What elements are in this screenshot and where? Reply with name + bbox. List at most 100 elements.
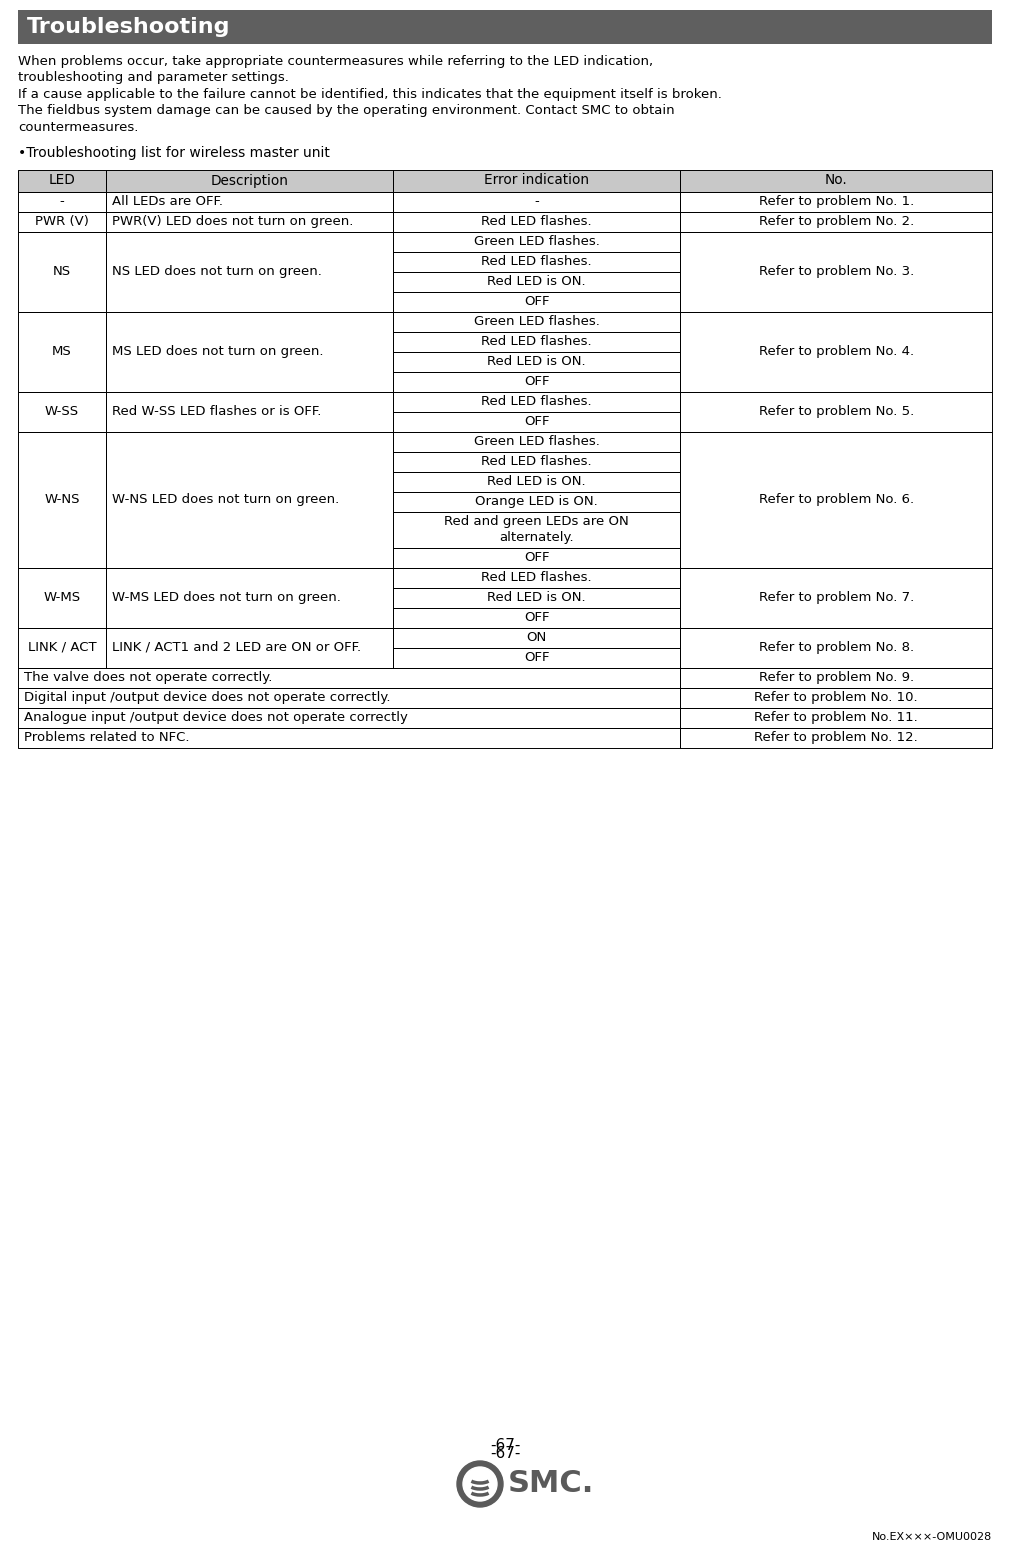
- Bar: [393, 292, 681, 311]
- Text: LINK / ACT1 and 2 LED are ON or OFF.: LINK / ACT1 and 2 LED are ON or OFF.: [112, 640, 361, 654]
- Text: Refer to problem No. 11.: Refer to problem No. 11.: [754, 712, 918, 724]
- Bar: [106, 211, 393, 232]
- Text: W-NS: W-NS: [44, 493, 80, 507]
- Bar: [393, 648, 681, 668]
- Bar: [18, 707, 681, 727]
- Bar: [681, 707, 992, 727]
- Bar: [18, 727, 681, 747]
- Bar: [393, 547, 681, 567]
- Text: PWR (V): PWR (V): [35, 214, 89, 228]
- Text: OFF: OFF: [524, 295, 549, 308]
- Bar: [393, 351, 681, 371]
- Bar: [393, 648, 681, 668]
- Bar: [106, 432, 393, 567]
- Bar: [18, 432, 106, 567]
- Bar: [106, 311, 393, 392]
- Text: PWR(V) LED does not turn on green.: PWR(V) LED does not turn on green.: [112, 214, 354, 228]
- Text: If a cause applicable to the failure cannot be identified, this indicates that t: If a cause applicable to the failure can…: [18, 87, 722, 101]
- Bar: [18, 392, 106, 432]
- Text: OFF: OFF: [524, 375, 549, 388]
- Text: OFF: OFF: [524, 651, 549, 664]
- Text: Red LED is ON.: Red LED is ON.: [488, 476, 586, 488]
- Bar: [393, 211, 681, 232]
- Bar: [106, 567, 393, 628]
- Bar: [393, 191, 681, 211]
- Bar: [106, 191, 393, 211]
- Bar: [393, 351, 681, 371]
- Text: NS LED does not turn on green.: NS LED does not turn on green.: [112, 266, 321, 278]
- Bar: [393, 169, 681, 191]
- Bar: [106, 567, 393, 628]
- Bar: [681, 687, 992, 707]
- Text: Refer to problem No. 2.: Refer to problem No. 2.: [759, 214, 914, 228]
- Bar: [681, 727, 992, 747]
- Text: Red LED flashes.: Red LED flashes.: [482, 570, 592, 584]
- Bar: [393, 608, 681, 628]
- Text: Red LED is ON.: Red LED is ON.: [488, 591, 586, 605]
- Text: LED: LED: [48, 174, 75, 188]
- Text: NS: NS: [53, 266, 71, 278]
- Bar: [393, 567, 681, 587]
- Text: Red LED flashes.: Red LED flashes.: [482, 255, 592, 267]
- Bar: [681, 668, 992, 687]
- Bar: [18, 687, 681, 707]
- Bar: [681, 232, 992, 311]
- Text: Refer to problem No. 12.: Refer to problem No. 12.: [754, 730, 918, 744]
- Bar: [681, 311, 992, 392]
- Bar: [393, 211, 681, 232]
- Text: •Troubleshooting list for wireless master unit: •Troubleshooting list for wireless maste…: [18, 146, 330, 160]
- Bar: [393, 452, 681, 471]
- Text: W-SS: W-SS: [44, 406, 79, 418]
- Bar: [18, 211, 106, 232]
- Text: -67-: -67-: [490, 1439, 520, 1453]
- Text: All LEDs are OFF.: All LEDs are OFF.: [112, 194, 222, 208]
- Text: The valve does not operate correctly.: The valve does not operate correctly.: [24, 671, 273, 684]
- Text: LINK / ACT: LINK / ACT: [27, 640, 96, 654]
- Text: Problems related to NFC.: Problems related to NFC.: [24, 730, 190, 744]
- Bar: [393, 587, 681, 608]
- Bar: [681, 727, 992, 747]
- Bar: [393, 491, 681, 511]
- Bar: [681, 211, 992, 232]
- Circle shape: [457, 1461, 503, 1507]
- Bar: [393, 232, 681, 252]
- Bar: [18, 668, 681, 687]
- Bar: [681, 191, 992, 211]
- Bar: [106, 628, 393, 668]
- Text: No.: No.: [825, 174, 847, 188]
- Bar: [393, 272, 681, 292]
- Text: countermeasures.: countermeasures.: [18, 121, 138, 134]
- Text: Orange LED is ON.: Orange LED is ON.: [476, 496, 598, 508]
- Bar: [18, 668, 681, 687]
- Bar: [393, 232, 681, 252]
- Bar: [393, 511, 681, 547]
- Text: When problems occur, take appropriate countermeasures while referring to the LED: When problems occur, take appropriate co…: [18, 54, 653, 68]
- Bar: [681, 232, 992, 311]
- Text: Refer to problem No. 8.: Refer to problem No. 8.: [759, 640, 914, 654]
- Bar: [681, 392, 992, 432]
- Bar: [681, 687, 992, 707]
- Bar: [393, 628, 681, 648]
- Bar: [106, 311, 393, 392]
- Text: Refer to problem No. 9.: Refer to problem No. 9.: [759, 671, 914, 684]
- Bar: [393, 169, 681, 191]
- Bar: [393, 191, 681, 211]
- Bar: [18, 707, 681, 727]
- Bar: [393, 432, 681, 452]
- Text: Description: Description: [210, 174, 288, 188]
- Bar: [18, 9, 992, 44]
- Text: Refer to problem No. 3.: Refer to problem No. 3.: [759, 266, 914, 278]
- Text: -: -: [534, 194, 539, 208]
- Text: Analogue input /output device does not operate correctly: Analogue input /output device does not o…: [24, 712, 408, 724]
- Bar: [106, 232, 393, 311]
- Text: Red LED flashes.: Red LED flashes.: [482, 395, 592, 409]
- Text: Green LED flashes.: Green LED flashes.: [474, 235, 600, 249]
- Bar: [393, 412, 681, 432]
- Bar: [18, 169, 106, 191]
- Bar: [681, 567, 992, 628]
- Bar: [681, 707, 992, 727]
- Text: Red LED flashes.: Red LED flashes.: [482, 455, 592, 468]
- Text: Troubleshooting: Troubleshooting: [27, 17, 230, 37]
- Bar: [393, 511, 681, 547]
- Text: W-NS LED does not turn on green.: W-NS LED does not turn on green.: [112, 493, 339, 507]
